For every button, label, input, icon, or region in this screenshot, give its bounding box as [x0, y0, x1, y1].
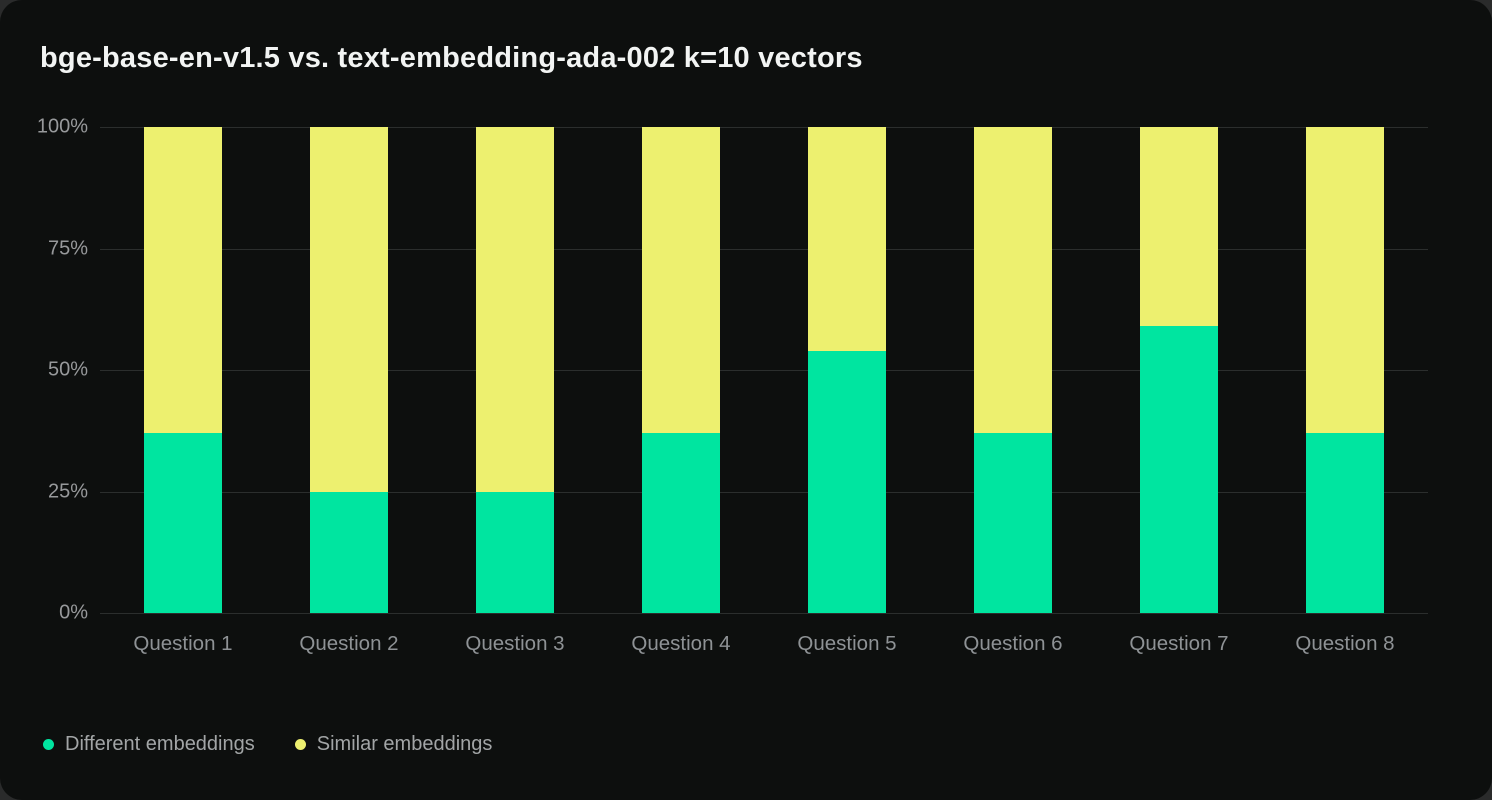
- bar-segment-different-embeddings[interactable]: [476, 491, 554, 613]
- y-tick-label: 50%: [47, 358, 88, 381]
- bar-segment-similar-embeddings[interactable]: [642, 127, 720, 434]
- stacked-bar-question-4[interactable]: [642, 127, 720, 613]
- legend-label: Similar embeddings: [316, 733, 493, 755]
- legend-label: Different embeddings: [65, 733, 255, 755]
- bar-segment-similar-embeddings[interactable]: [476, 127, 554, 492]
- bar-slot: [1096, 127, 1262, 613]
- gridline-50: [100, 370, 1428, 371]
- stacked-bar-question-6[interactable]: [974, 127, 1052, 613]
- legend-dot-icon: [294, 739, 306, 750]
- bar-slot: [764, 127, 930, 613]
- plot-area: [100, 127, 1428, 614]
- legend-dot-icon: [43, 739, 54, 750]
- bar-segment-similar-embeddings[interactable]: [808, 127, 886, 351]
- gridline-25: [100, 491, 1428, 493]
- bar-segment-different-embeddings[interactable]: [1140, 326, 1218, 613]
- chart-title: bge-base-en-v1.5 vs. text-embedding-ada-…: [40, 42, 863, 74]
- bar-slot: [598, 127, 764, 613]
- bar-segment-different-embeddings[interactable]: [1306, 433, 1384, 613]
- bar-slot: [930, 127, 1096, 613]
- bars-container: [100, 127, 1428, 613]
- y-tick-label: 0%: [59, 601, 88, 624]
- bar-segment-similar-embeddings[interactable]: [144, 127, 222, 434]
- stacked-bar-question-1[interactable]: [144, 127, 222, 613]
- y-tick-label: 75%: [47, 237, 88, 259]
- legend-item-different-embeddings[interactable]: Different embeddings: [43, 733, 255, 756]
- y-tick-label: 25%: [47, 480, 88, 502]
- x-tick-label: Question 8: [1295, 632, 1395, 655]
- bar-slot: [266, 127, 432, 613]
- x-tick-label: Question 2: [299, 632, 399, 655]
- bar-segment-different-embeddings[interactable]: [642, 433, 720, 613]
- x-tick-label: Question 6: [963, 632, 1063, 655]
- bar-segment-similar-embeddings[interactable]: [1140, 127, 1218, 327]
- x-tick-label: Question 5: [797, 632, 897, 655]
- bar-slot: [100, 127, 266, 613]
- bar-segment-similar-embeddings[interactable]: [974, 127, 1052, 434]
- x-tick-label: Question 3: [465, 632, 565, 655]
- gridline-100: [100, 127, 1428, 128]
- stacked-bar-question-3[interactable]: [476, 127, 554, 613]
- gridline-75: [100, 248, 1428, 250]
- bar-slot: [432, 127, 598, 613]
- stacked-bar-question-5[interactable]: [808, 127, 886, 613]
- x-tick-label: Question 7: [1129, 632, 1229, 655]
- legend-item-similar-embeddings[interactable]: Similar embeddings: [294, 733, 493, 756]
- bar-segment-different-embeddings[interactable]: [310, 491, 388, 613]
- bar-segment-different-embeddings[interactable]: [974, 433, 1052, 613]
- bar-segment-different-embeddings[interactable]: [144, 433, 222, 613]
- legend: Different embeddings Similar embeddings: [43, 733, 492, 756]
- bar-segment-similar-embeddings[interactable]: [310, 127, 388, 492]
- x-tick-label: Question 4: [631, 632, 731, 655]
- x-axis: Question 1 Question 2 Question 3 Question 4…: [100, 632, 1428, 656]
- stacked-bar-question-8[interactable]: [1306, 127, 1384, 613]
- bar-segment-different-embeddings[interactable]: [808, 350, 886, 613]
- gridline-0: [100, 613, 1428, 614]
- y-axis: 0% 25% 50% 75% 100%: [0, 116, 88, 624]
- stacked-bar-question-2[interactable]: [310, 127, 388, 613]
- stacked-bar-question-7[interactable]: [1140, 127, 1218, 613]
- bar-segment-similar-embeddings[interactable]: [1306, 127, 1384, 434]
- y-tick-label: 100%: [36, 115, 88, 138]
- x-tick-label: Question 1: [133, 632, 233, 655]
- bar-slot: [1262, 127, 1428, 613]
